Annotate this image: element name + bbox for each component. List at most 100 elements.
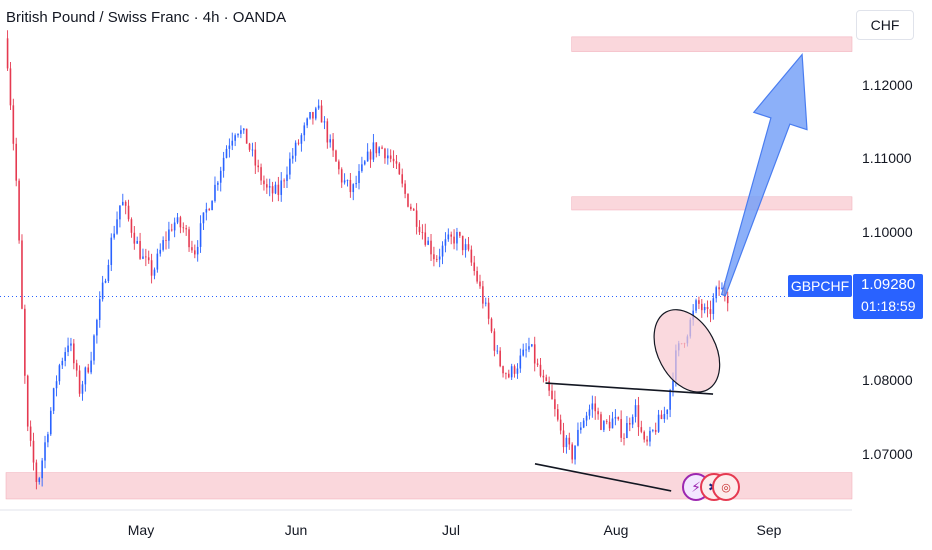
candle-body (502, 366, 504, 374)
candle-body (162, 240, 164, 250)
candle-body (614, 417, 617, 419)
candle-body (536, 363, 539, 365)
candle-body (107, 264, 110, 281)
candle-body (513, 366, 516, 374)
candle-body (283, 180, 285, 182)
candle-body (588, 409, 591, 416)
candle-body (479, 281, 481, 287)
candle-body (35, 462, 38, 482)
candle-body (456, 232, 458, 244)
candle-body (277, 184, 280, 195)
candle-body (407, 193, 409, 207)
candle-body (577, 429, 579, 446)
candle-body (182, 227, 185, 229)
y-tick-label: 1.12000 (862, 77, 913, 93)
candle-body (533, 344, 536, 364)
candle-body (712, 298, 715, 314)
candle-body (623, 437, 625, 439)
candle-body (672, 380, 674, 391)
candle-body (104, 280, 107, 283)
candle-body (340, 169, 343, 183)
candle-body (237, 133, 239, 136)
candle-body (459, 232, 461, 236)
x-tick-label: Jul (442, 522, 460, 538)
candle-body (453, 236, 455, 244)
y-tick-label: 1.11000 (862, 150, 912, 166)
candle-body (398, 163, 401, 175)
candle-body (44, 442, 46, 461)
candle-body (372, 142, 375, 160)
candle-body (646, 439, 648, 442)
candle-body (329, 139, 332, 143)
candle-body (29, 426, 32, 441)
candle-body (721, 287, 723, 290)
candle-body (525, 349, 527, 351)
candle-body (620, 419, 622, 438)
candle-body (505, 373, 507, 375)
candle-body (369, 151, 372, 160)
candle-body (291, 155, 294, 159)
candle-body (487, 302, 490, 319)
candle-body (548, 381, 550, 391)
candle-body (516, 368, 519, 374)
candle-body (75, 363, 78, 371)
candle-body (47, 434, 49, 443)
highlight-ellipse (653, 309, 721, 393)
candle-body (191, 247, 193, 251)
candle-body (300, 135, 303, 144)
zone-box (571, 196, 853, 211)
candle-body (245, 128, 248, 144)
candle-body (695, 300, 697, 311)
candle-body (473, 262, 476, 271)
flag-icon[interactable]: ◎ (712, 473, 740, 501)
candle-body (38, 478, 41, 482)
candle-body (173, 222, 176, 231)
currency-button[interactable]: CHF (856, 10, 914, 40)
candle-body (176, 217, 179, 223)
candle-body (698, 300, 700, 304)
candle-body (597, 411, 599, 415)
candle-body (271, 186, 274, 194)
x-tick-label: Jun (284, 522, 308, 538)
candle-body (219, 170, 222, 183)
candle-body (582, 420, 585, 428)
candle-body (317, 105, 320, 109)
candle-body (124, 201, 127, 206)
candle-body (73, 343, 75, 364)
candle-body (654, 430, 657, 432)
candle-body (41, 460, 43, 479)
candle-body (528, 346, 530, 350)
candle-body (67, 345, 69, 353)
candle-body (15, 143, 18, 181)
candle-body (484, 302, 487, 304)
candle-body (542, 375, 545, 378)
candle-body (303, 125, 306, 136)
candle-body (634, 405, 637, 417)
candle-body (539, 364, 542, 376)
candle-body (562, 430, 565, 448)
candle-body (139, 241, 141, 259)
candle-body (366, 151, 369, 162)
candle-body (470, 249, 473, 263)
candle-body (84, 367, 87, 385)
candle-body (574, 445, 576, 460)
candle-body (211, 200, 213, 211)
candle-body (257, 165, 259, 168)
candle-body (637, 405, 640, 428)
candle-body (545, 377, 548, 382)
candle-body (113, 233, 115, 238)
candle-body (188, 229, 190, 248)
candle-body (268, 186, 271, 188)
candle-body (626, 423, 628, 439)
candle-body (21, 240, 23, 309)
candle-body (401, 174, 404, 184)
candle-body (387, 155, 389, 159)
candle-body (450, 234, 452, 237)
candle-body (551, 390, 553, 400)
candle-body (179, 217, 182, 228)
candle-body (701, 303, 703, 311)
candle-body (202, 212, 205, 224)
candle-body (585, 415, 588, 421)
candle-body (493, 331, 496, 351)
candle-body (392, 158, 395, 162)
